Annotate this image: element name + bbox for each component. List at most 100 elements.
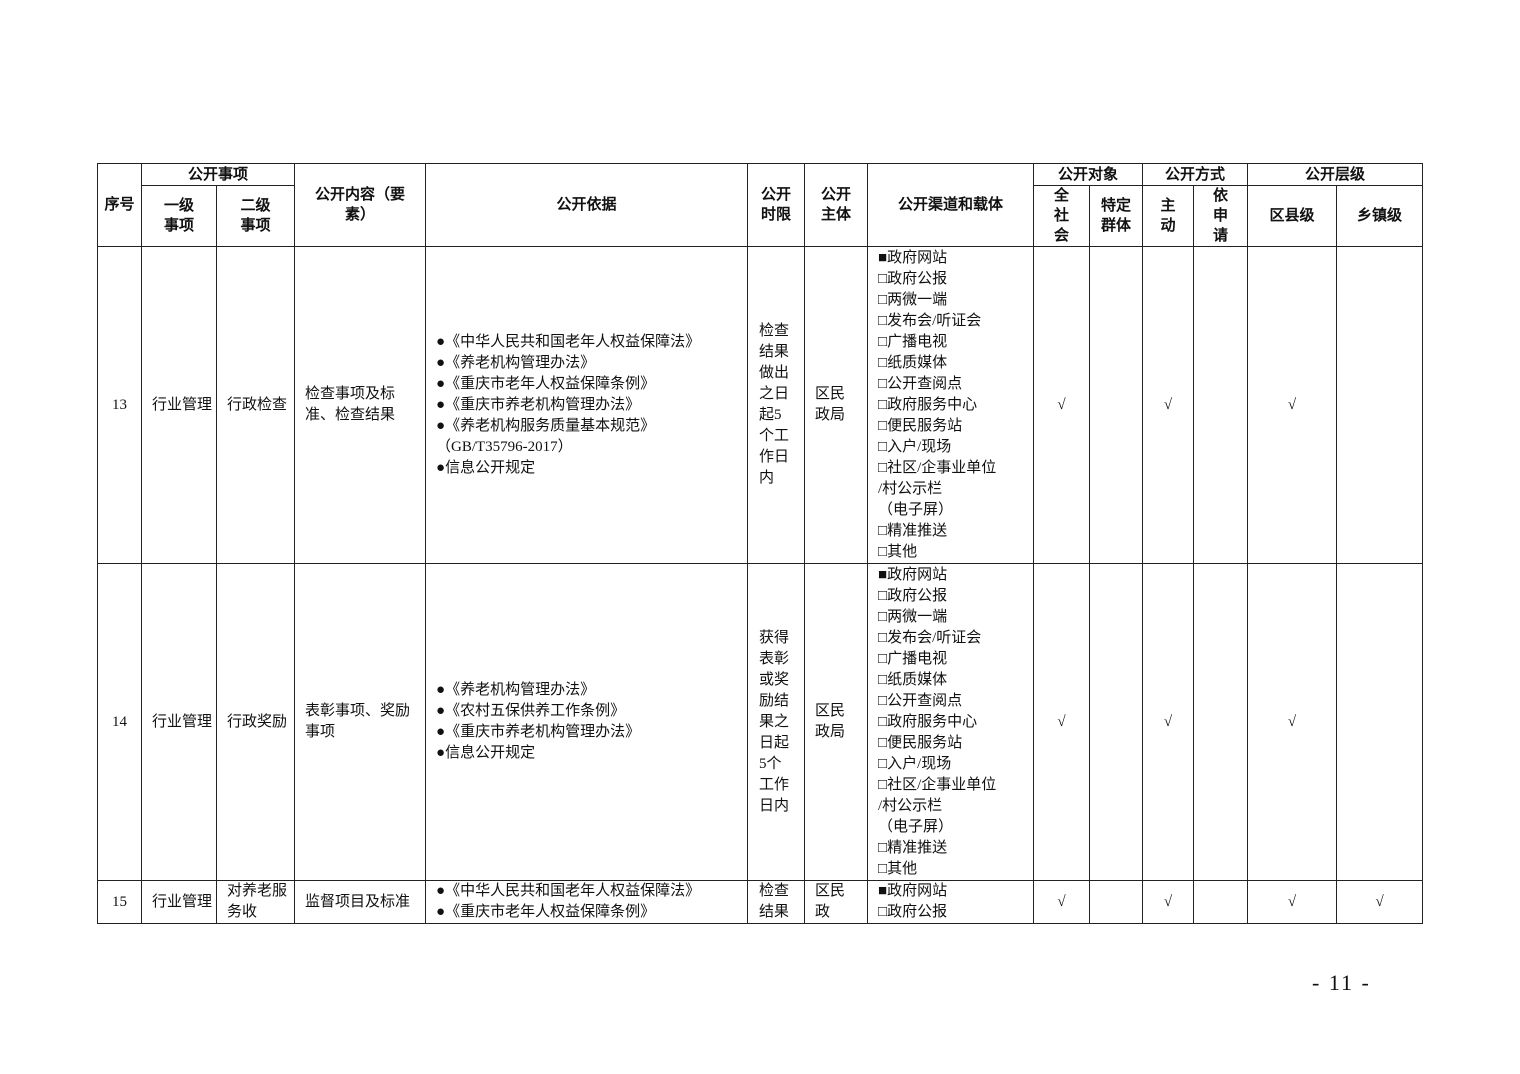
basis-cell-line: ●《中华人民共和国老年人权益保障法》 xyxy=(436,333,701,350)
seq-cell: 13 xyxy=(97,246,142,564)
target-specific-cell xyxy=(1089,246,1144,564)
content-cell: 监督项目及标准 xyxy=(294,880,427,924)
target-all-cell: √ xyxy=(1033,563,1091,881)
header-level-group: 公开层级 xyxy=(1247,163,1424,186)
subject-cell: 区民政局、 xyxy=(804,880,869,924)
basis-cell: ●《养老机构管理办法》 ●《农村五保供养工作条例》 ●《重庆市养老机构管理办法》 ●信… xyxy=(425,563,749,881)
header-content: 公开内容（要素） xyxy=(294,163,427,247)
header-target-all: 全社会 xyxy=(1033,185,1091,247)
channels-cell-line: □精准推送 xyxy=(878,839,948,856)
channels-cell-line: ■政府网站 xyxy=(878,883,948,899)
level2-cell: 对养老服务收 xyxy=(215,880,296,924)
level1-cell: 行业管理 xyxy=(141,563,217,881)
target-all-cell: √ xyxy=(1033,880,1091,924)
channels-cell: ■政府网站 □政府公报 □两微一端 □发布会/听证会 □广播电视 □纸质媒体 □公开查阅点 □… xyxy=(867,246,1035,564)
basis-cell-line: ●信息公开规定 xyxy=(436,459,536,476)
channels-cell-line: □社区/企事业单位 xyxy=(878,776,997,793)
method-apply-cell xyxy=(1193,563,1249,881)
basis-cell-line: （GB/T35796-2017） xyxy=(436,438,573,455)
time-limit-cell: 获得表彰或奖励结果之日起5个工作日内 xyxy=(747,563,806,881)
header-method-group: 公开方式 xyxy=(1142,163,1249,186)
level-town-cell xyxy=(1336,563,1424,881)
seq-cell: 15 xyxy=(97,880,142,924)
channels-cell-line: □两微一端 xyxy=(878,608,948,625)
channels-cell-line: □发布会/听证会 xyxy=(878,312,982,329)
seq-cell: 14 xyxy=(97,563,142,881)
basis-cell-line: ●《重庆市养老机构管理办法》 xyxy=(436,396,641,413)
channels-cell-line: □公开查阅点 xyxy=(878,375,963,392)
level-town-cell xyxy=(1336,246,1424,564)
channels-cell-line: □社区/企事业单位 xyxy=(878,459,997,476)
channels-cell: ■政府网站 □政府公报 □两微一端 □发布会/听证会 □广播电视 □纸质媒体 □公开查阅点 □… xyxy=(867,563,1035,881)
basis-cell-line: ●《农村五保供养工作条例》 xyxy=(436,703,626,719)
header-target-specific: 特定群体 xyxy=(1089,185,1144,247)
method-active-cell: √ xyxy=(1142,880,1195,924)
header-level-county: 区县级 xyxy=(1247,185,1338,247)
target-specific-cell xyxy=(1089,880,1144,924)
content-cell: 检查事项及标准、检查结果 xyxy=(294,246,427,564)
channels-cell-line: □入户/现场 xyxy=(878,438,952,455)
level-town-cell: √ xyxy=(1336,880,1424,924)
channels-cell-line: □政府公报 xyxy=(878,904,948,920)
channels-cell-line: □公开查阅点 xyxy=(878,692,963,709)
level-county-cell: √ xyxy=(1247,563,1338,881)
basis-cell-line: ●《重庆市养老机构管理办法》 xyxy=(436,724,641,740)
header-seq: 序号 xyxy=(97,163,142,247)
level1-cell: 行业管理 xyxy=(141,246,217,564)
method-active-cell: √ xyxy=(1142,246,1195,564)
level2-cell: 行政奖励 xyxy=(215,563,296,881)
channels-cell-line: （电子屏） xyxy=(878,818,954,835)
channels-cell-line: /村公示栏 xyxy=(878,797,943,814)
basis-cell: ●《中华人民共和国老年人权益保障法》 ●《重庆市老年人权益保障条例》 xyxy=(425,880,749,924)
channels-cell-line: （电子屏） xyxy=(878,501,954,518)
header-level-town: 乡镇级 xyxy=(1336,185,1424,247)
method-apply-cell xyxy=(1193,246,1249,564)
basis-cell: ●《中华人民共和国老年人权益保障法》 ●《养老机构管理办法》 ●《重庆市老年人权益保… xyxy=(425,246,749,564)
channels-cell-line: □政府服务中心 xyxy=(878,713,978,730)
method-apply-cell xyxy=(1193,880,1249,924)
disclosure-table: 序号 公开事项 公开内容（要素） 公开依据 公开时限 公开主体 公开渠道和载体 … xyxy=(97,163,1424,924)
target-all-cell: √ xyxy=(1033,246,1091,564)
channels-cell-line: □两微一端 xyxy=(878,291,948,308)
subject-cell: 区民政局 xyxy=(804,246,869,564)
level-county-cell: √ xyxy=(1247,880,1338,924)
method-active-cell: √ xyxy=(1142,563,1195,881)
channels-cell-line: □发布会/听证会 xyxy=(878,629,982,646)
target-specific-cell xyxy=(1089,563,1144,881)
subject-cell: 区民政局 xyxy=(804,563,869,881)
time-limit-cell: 检查结果 xyxy=(747,880,806,924)
channels-cell-line: ■政府网站 xyxy=(878,566,948,583)
basis-cell-line: ●信息公开规定 xyxy=(436,745,536,761)
header-basis: 公开依据 xyxy=(425,163,749,247)
basis-cell-line: ●《中华人民共和国老年人权益保障法》 xyxy=(436,883,701,899)
table-row: 14 行业管理 行政奖励 表彰事项、奖励事项 ●《养老机构管理办法》 ●《农村五保供养工作… xyxy=(97,563,1424,881)
channels-cell-line: □广播电视 xyxy=(878,650,948,667)
channels-cell-line: □精准推送 xyxy=(878,522,948,539)
basis-cell-line: ●《养老机构管理办法》 xyxy=(436,682,596,698)
table-row: 13 行业管理 行政检查 检查事项及标准、检查结果 ●《中华人民共和国老年人权益保障法》… xyxy=(97,246,1424,564)
channels-cell-line: ■政府网站 xyxy=(878,249,948,266)
channels-cell-line: □入户/现场 xyxy=(878,755,952,772)
channels-cell-line: □政府公报 xyxy=(878,587,948,604)
table-row: 15 行业管理 对养老服务收 监督项目及标准 ●《中华人民共和国老年人权益保障法》 ●《重… xyxy=(97,880,1424,924)
channels-cell: ■政府网站 □政府公报 xyxy=(867,880,1035,924)
header-level2: 二级事项 xyxy=(215,185,296,247)
level2-cell: 行政检查 xyxy=(215,246,296,564)
content-cell: 表彰事项、奖励事项 xyxy=(294,563,427,881)
header-subject: 公开主体 xyxy=(804,163,869,247)
basis-cell-line: ●《重庆市老年人权益保障条例》 xyxy=(436,904,656,920)
time-limit-cell: 检查结果做出之日起5个工作日内 xyxy=(747,246,806,564)
header-items-group: 公开事项 xyxy=(140,163,296,186)
channels-cell-line: □政府公报 xyxy=(878,270,948,287)
header-time-limit: 公开时限 xyxy=(747,163,806,247)
channels-cell-line: □政府服务中心 xyxy=(878,396,978,413)
channels-cell-line: □纸质媒体 xyxy=(878,354,948,371)
basis-cell-line: ●《重庆市老年人权益保障条例》 xyxy=(436,375,656,392)
header-method-active: 主动 xyxy=(1142,185,1195,247)
basis-cell-line: ●《养老机构服务质量基本规范》 xyxy=(436,417,656,434)
channels-cell-line: □便民服务站 xyxy=(878,734,963,751)
channels-cell-line: □其他 xyxy=(878,543,918,560)
level1-cell: 行业管理 xyxy=(141,880,217,924)
channels-cell-line: □便民服务站 xyxy=(878,417,963,434)
page-number: - 11 - xyxy=(1312,970,1371,995)
